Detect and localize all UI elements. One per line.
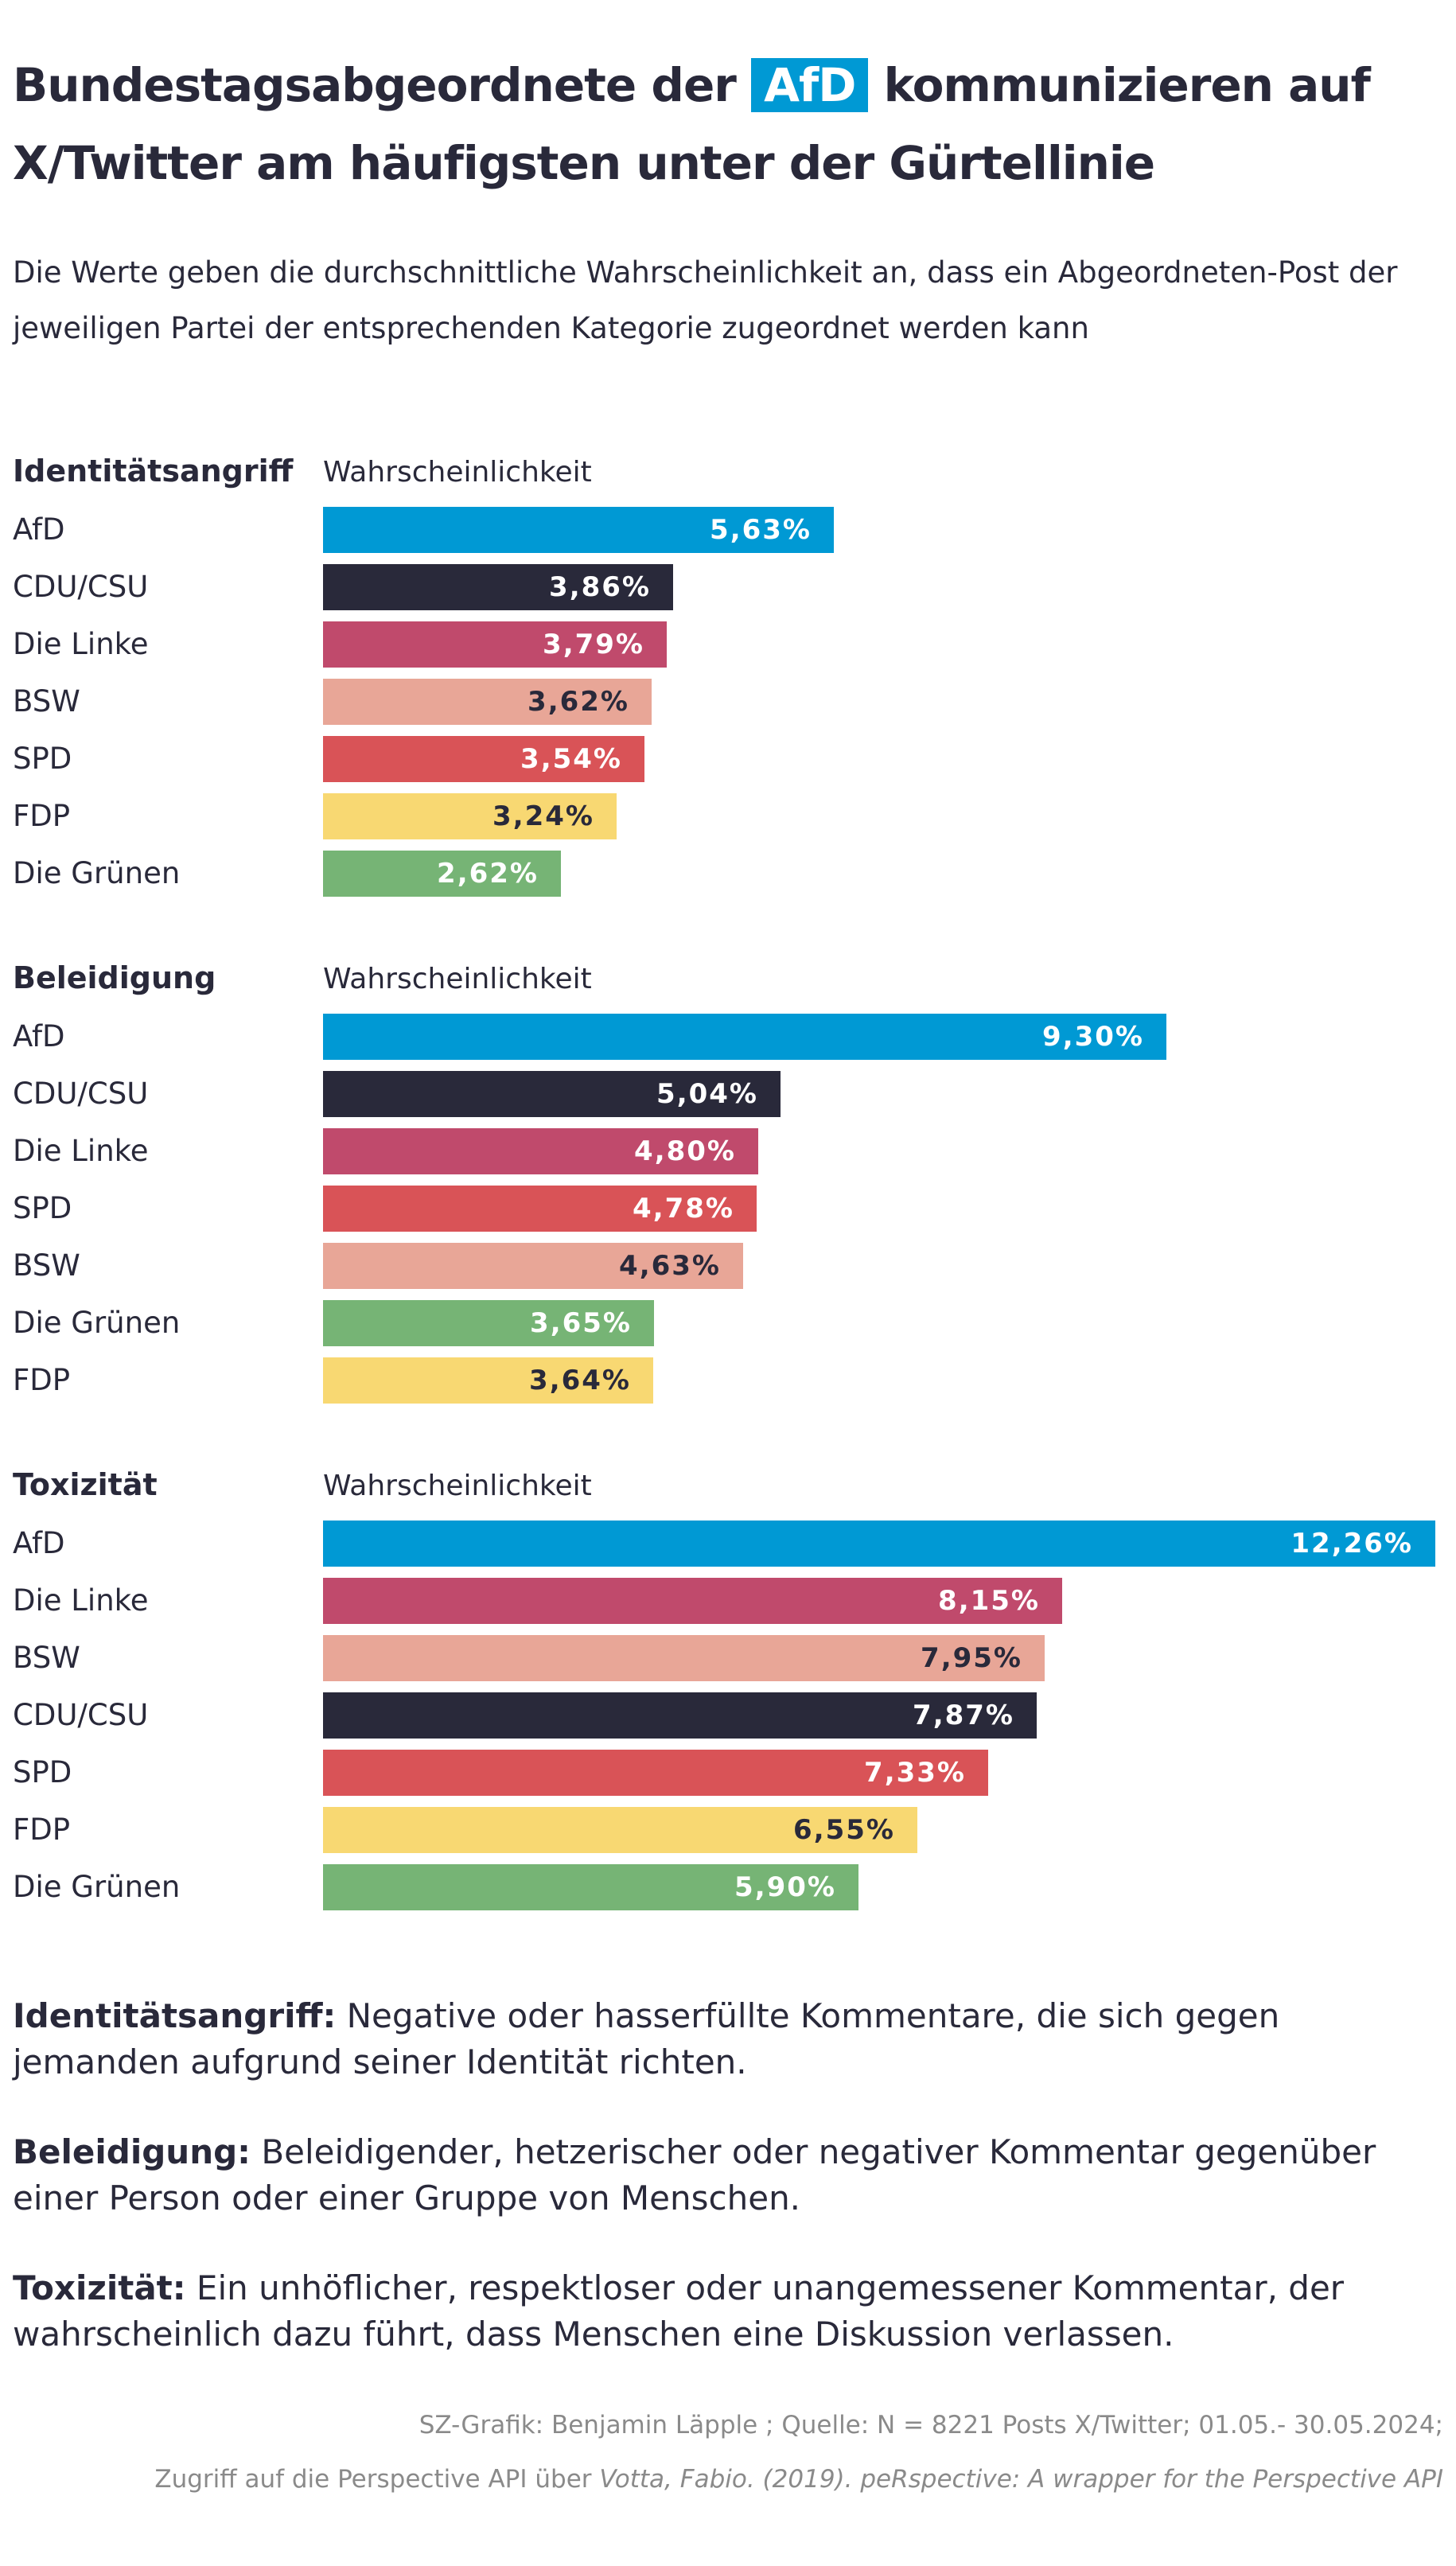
bar: 9,30%: [323, 1014, 1166, 1060]
category-title: Beleidigung: [13, 960, 216, 995]
definition-toxizitaet: Toxizität: Ein unhöflicher, respektloser…: [13, 2265, 1437, 2358]
bar: 7,33%: [323, 1750, 988, 1796]
axis-label: Wahrscheinlichkeit: [323, 963, 592, 995]
bar: 6,55%: [323, 1807, 917, 1853]
party-label: AfD: [13, 1526, 65, 1560]
party-label: Die Linke: [13, 1583, 149, 1618]
bar: 7,87%: [323, 1692, 1037, 1739]
axis-label: Wahrscheinlichkeit: [323, 456, 592, 489]
bar-value-label: 8,15%: [938, 1585, 1040, 1617]
party-label: SPD: [13, 1191, 72, 1225]
party-label: Die Grünen: [13, 1306, 181, 1340]
bar: 4,63%: [323, 1243, 743, 1289]
title-after: kommunizieren auf X/Twitter am häufigste…: [13, 58, 1371, 190]
bar-value-label: 7,87%: [913, 1700, 1014, 1731]
bar: 12,26%: [323, 1521, 1435, 1567]
definition-term: Toxizität:: [13, 2268, 186, 2307]
definition-text: Negative oder hasserfüllte Kommentare, d…: [13, 1996, 1280, 2081]
party-label: CDU/CSU: [13, 1077, 149, 1111]
bar-value-label: 3,24%: [492, 800, 594, 832]
party-label: FDP: [13, 1813, 71, 1847]
party-label: BSW: [13, 1248, 80, 1283]
footer-citation: Zugriff auf die Perspective API über Vot…: [154, 2465, 1443, 2494]
party-label: FDP: [13, 799, 71, 833]
definition-term: Beleidigung:: [13, 2132, 251, 2171]
title-before: Bundestagsabgeordnete der: [13, 58, 737, 112]
party-label: AfD: [13, 1019, 65, 1053]
bar: 3,86%: [323, 564, 673, 610]
bar-value-label: 5,04%: [656, 1078, 758, 1110]
definition-text: Ein unhöflicher, respektloser oder unang…: [13, 2268, 1345, 2354]
bar: 7,95%: [323, 1635, 1045, 1681]
bar-value-label: 12,26%: [1291, 1528, 1413, 1559]
definition-identitaetsangriff: Identitätsangriff: Negative oder hasserf…: [13, 1993, 1437, 2085]
party-label: Die Linke: [13, 627, 149, 661]
definition-term: Identitätsangriff:: [13, 1996, 337, 2035]
bar-value-label: 4,80%: [634, 1135, 736, 1167]
bar: 4,80%: [323, 1128, 758, 1174]
party-label: BSW: [13, 1641, 80, 1675]
footer-source: SZ-Grafik: Benjamin Läpple ; Quelle: N =…: [419, 2411, 1443, 2439]
chart-subtitle: Die Werte geben die durchschnittliche Wa…: [13, 255, 1398, 345]
bar-value-label: 3,54%: [520, 743, 622, 775]
bar-value-label: 7,33%: [864, 1757, 966, 1789]
party-label: Die Grünen: [13, 1870, 181, 1904]
party-label: BSW: [13, 684, 80, 718]
bar-value-label: 2,62%: [437, 858, 539, 890]
bar-value-label: 6,55%: [793, 1814, 895, 1846]
bar-value-label: 3,86%: [549, 571, 651, 603]
category-title: Toxizität: [13, 1467, 158, 1502]
party-label: Die Grünen: [13, 856, 181, 890]
bar: 3,79%: [323, 621, 667, 668]
footer-citation-italic: Votta, Fabio. (2019). peRspective: A wra…: [599, 2465, 1443, 2494]
bar: 5,63%: [323, 507, 834, 553]
bar-value-label: 3,62%: [528, 686, 629, 718]
category-title: Identitätsangriff: [13, 454, 294, 489]
bar: 4,78%: [323, 1186, 757, 1232]
chart-title: Bundestagsabgeordnete der AfD kommunizie…: [13, 46, 1437, 202]
bar-value-label: 3,65%: [530, 1307, 632, 1339]
bar: 3,62%: [323, 679, 652, 725]
bar: 3,64%: [323, 1357, 653, 1404]
party-label: FDP: [13, 1363, 71, 1397]
party-label: CDU/CSU: [13, 1698, 149, 1732]
bar-value-label: 5,90%: [734, 1871, 836, 1903]
bar-value-label: 7,95%: [921, 1642, 1022, 1674]
party-label: SPD: [13, 1755, 72, 1789]
bar: 8,15%: [323, 1578, 1062, 1624]
party-label: SPD: [13, 742, 72, 776]
party-label: CDU/CSU: [13, 570, 149, 604]
party-label: AfD: [13, 512, 65, 547]
bar-value-label: 4,78%: [633, 1193, 734, 1225]
footer-citation-plain: Zugriff auf die Perspective API über: [154, 2465, 592, 2494]
bar-value-label: 3,64%: [529, 1365, 631, 1396]
bar-value-label: 9,30%: [1042, 1021, 1144, 1053]
title-highlight-afd: AfD: [751, 58, 869, 112]
bar: 3,54%: [323, 736, 644, 782]
bar: 3,24%: [323, 793, 617, 839]
bar-value-label: 5,63%: [710, 514, 812, 546]
party-label: Die Linke: [13, 1134, 149, 1168]
bar: 5,90%: [323, 1864, 858, 1910]
bar: 2,62%: [323, 851, 561, 897]
bar-value-label: 4,63%: [619, 1250, 721, 1282]
definition-beleidigung: Beleidigung: Beleidigender, hetzerischer…: [13, 2129, 1437, 2221]
bar: 5,04%: [323, 1071, 781, 1117]
definition-text: Beleidigender, hetzerischer oder negativ…: [13, 2132, 1376, 2218]
bar-value-label: 3,79%: [543, 629, 644, 660]
bar: 3,65%: [323, 1300, 654, 1346]
axis-label: Wahrscheinlichkeit: [323, 1470, 592, 1502]
